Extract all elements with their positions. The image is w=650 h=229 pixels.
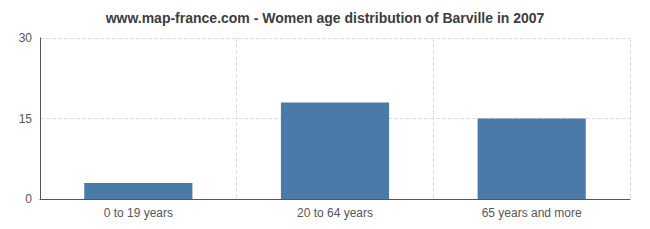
svg-text:0 to 19 years: 0 to 19 years (104, 206, 173, 220)
svg-text:15: 15 (19, 112, 33, 126)
svg-text:www.map-france.com - Women age: www.map-france.com - Women age distribut… (105, 10, 545, 26)
svg-text:0: 0 (25, 192, 32, 206)
svg-text:20 to 64 years: 20 to 64 years (297, 206, 373, 220)
svg-text:30: 30 (19, 31, 33, 45)
svg-text:65 years and more: 65 years and more (482, 206, 582, 220)
